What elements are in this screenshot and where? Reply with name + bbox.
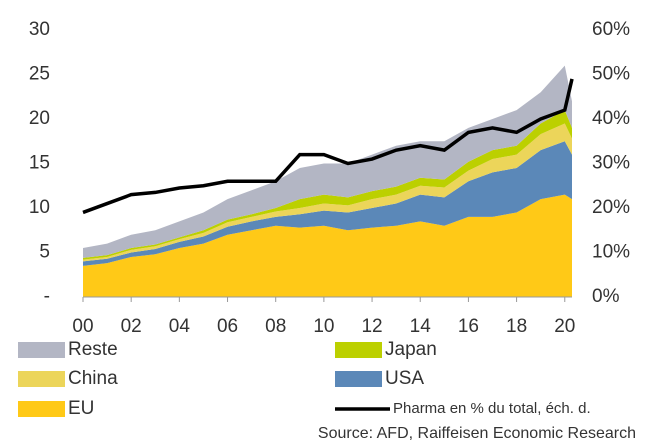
x-tick-label: 04 (169, 316, 191, 337)
y2-tick-label: 20% (592, 197, 630, 218)
x-tick-label: 06 (217, 316, 238, 337)
area (83, 194, 572, 297)
x-tick-label: 20 (554, 316, 575, 337)
y-tick-label: 5 (39, 242, 50, 263)
legend-swatch (335, 371, 382, 387)
x-tick-label: 00 (72, 316, 93, 337)
x-tick-label: 16 (458, 316, 479, 337)
line (82, 78, 574, 215)
y-tick-label: 25 (29, 64, 50, 85)
y-tick-label: - (44, 286, 50, 307)
legend-label: EU (68, 398, 94, 419)
area (83, 141, 572, 266)
y-tick-label: 15 (29, 153, 50, 174)
legend-label: Japan (385, 339, 437, 360)
source: Source: AFD, Raiffeisen Economic Researc… (318, 425, 636, 442)
legend-label: China (68, 368, 118, 389)
legend-label: Pharma en % du total, éch. d. (393, 400, 591, 417)
y-tick-label: 10 (29, 197, 50, 218)
legend-swatch (18, 342, 65, 358)
legend-label: USA (385, 368, 424, 389)
y-tick-label: 30 (29, 19, 50, 40)
y2-tick-label: 40% (592, 108, 630, 129)
y2-tick-label: 60% (592, 19, 630, 40)
x-tick-label: 02 (121, 316, 142, 337)
x-tick-label: 14 (410, 316, 432, 337)
y2-tick-label: 50% (592, 64, 630, 85)
x-tick-label: 08 (265, 316, 286, 337)
y-tick-label: 20 (29, 108, 50, 129)
y2-tick-label: 30% (592, 153, 630, 174)
legend-swatch (18, 371, 65, 387)
y2-tick-label: 10% (592, 242, 630, 263)
legend-label: Reste (68, 339, 118, 360)
legend-swatch (335, 342, 382, 358)
x-tick-label: 10 (313, 316, 334, 337)
y2-tick-label: 0% (592, 286, 620, 307)
x-tick-label: 18 (506, 316, 527, 337)
x-tick-label: 12 (361, 316, 382, 337)
area (83, 65, 572, 258)
legend-swatch (18, 401, 65, 417)
